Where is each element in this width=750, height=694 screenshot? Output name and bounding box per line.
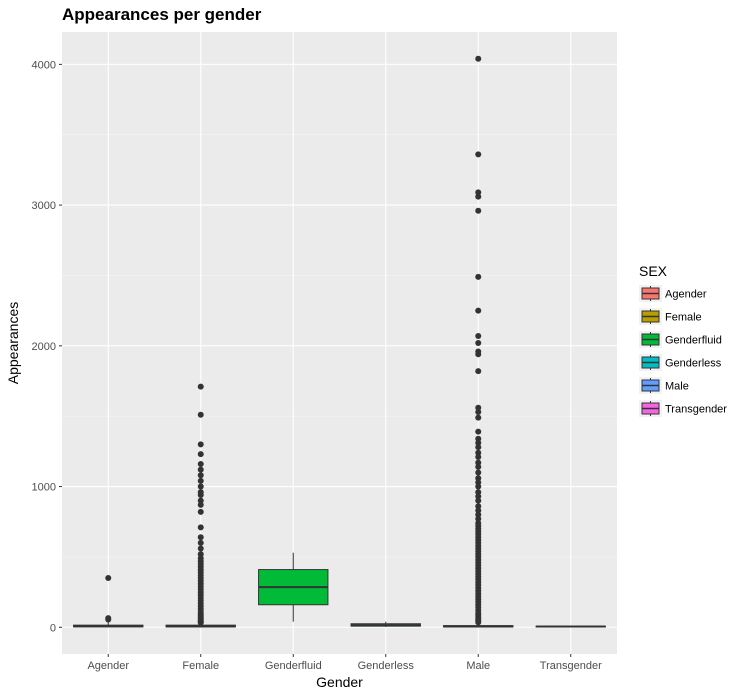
- outlier-point: [475, 489, 482, 496]
- box-genderfluid: [258, 552, 329, 622]
- outlier-point: [475, 483, 482, 490]
- outlier-point: [197, 545, 204, 552]
- x-tick-label: Genderfluid: [265, 660, 322, 672]
- outlier-point: [197, 501, 204, 508]
- y-axis: 0 1000 2000 3000 4000: [32, 59, 62, 634]
- outlier-point: [197, 451, 204, 458]
- outlier-point: [197, 524, 204, 531]
- y-tick-label: 0: [50, 622, 56, 634]
- outlier-point: [475, 503, 482, 510]
- outlier-point: [475, 439, 482, 446]
- outlier-point: [475, 515, 482, 522]
- outlier-point: [475, 463, 482, 470]
- outlier-point: [475, 493, 482, 500]
- outlier-point: [475, 435, 482, 442]
- outlier-point: [475, 619, 482, 626]
- outlier-point: [197, 477, 204, 484]
- outlier-point: [197, 539, 204, 546]
- outlier-point: [197, 383, 204, 390]
- outlier-point: [475, 273, 482, 280]
- legend-item-male: Male: [639, 377, 689, 394]
- outlier-point: [197, 619, 204, 626]
- box-transgender: [535, 625, 606, 628]
- outlier-point: [197, 441, 204, 448]
- chart-title: Appearances per gender: [62, 5, 262, 24]
- plot-panel: [62, 32, 617, 654]
- outlier-point: [475, 507, 482, 514]
- outlier-point: [475, 479, 482, 486]
- legend-item-female: Female: [639, 308, 702, 325]
- outlier-point: [475, 55, 482, 62]
- y-tick-label: 3000: [32, 200, 56, 212]
- outlier-point: [475, 469, 482, 476]
- outlier-point: [475, 307, 482, 314]
- x-axis-title: Gender: [316, 674, 363, 690]
- outlier-point: [197, 497, 204, 504]
- legend-item-transgender: Transgender: [639, 400, 727, 417]
- y-tick-label: 2000: [32, 341, 56, 353]
- outlier-point: [475, 368, 482, 375]
- y-tick-label: 1000: [32, 482, 56, 494]
- y-tick-label: 4000: [32, 59, 56, 71]
- outlier-point: [475, 414, 482, 421]
- legend-item-genderfluid: Genderfluid: [639, 331, 722, 348]
- outlier-point: [475, 193, 482, 200]
- outlier-point: [197, 461, 204, 468]
- x-tick-label: Agender: [87, 660, 129, 672]
- x-axis: Agender Female Genderfluid Genderless Male Tr…: [87, 654, 602, 672]
- outlier-point: [475, 459, 482, 466]
- x-tick-label: Male: [466, 660, 490, 672]
- outlier-point: [105, 616, 112, 623]
- box-series: [73, 55, 606, 628]
- outlier-point: [475, 449, 482, 456]
- legend-label: Genderless: [665, 358, 722, 370]
- outlier-point: [105, 575, 112, 582]
- outlier-point: [475, 408, 482, 415]
- outlier-point: [475, 444, 482, 451]
- outlier-point: [475, 497, 482, 504]
- legend-title: SEX: [639, 263, 668, 279]
- outlier-point: [475, 453, 482, 460]
- legend-item-genderless: Genderless: [639, 354, 722, 371]
- outlier-point: [197, 534, 204, 541]
- legend-label: Transgender: [665, 404, 727, 416]
- x-tick-label: Female: [182, 660, 219, 672]
- legend-label: Male: [665, 381, 689, 393]
- outlier-point: [475, 404, 482, 411]
- outlier-point: [475, 475, 482, 482]
- outlier-point: [197, 472, 204, 479]
- outlier-point: [197, 508, 204, 515]
- y-axis-title: Appearances: [5, 302, 21, 385]
- outlier-point: [475, 332, 482, 339]
- outlier-point: [197, 483, 204, 490]
- legend-label: Genderfluid: [665, 335, 722, 347]
- outlier-point: [475, 189, 482, 196]
- outlier-point: [475, 151, 482, 158]
- legend-item-agender: Agender: [639, 285, 707, 302]
- x-tick-label: Transgender: [540, 660, 602, 672]
- legend-label: Agender: [665, 289, 707, 301]
- legend: SEX Agender Female Genderfluid Genderless Ma…: [639, 263, 727, 417]
- outlier-point: [197, 491, 204, 498]
- outlier-point: [197, 466, 204, 473]
- box-agender: [73, 575, 144, 628]
- outlier-point: [475, 340, 482, 346]
- legend-label: Female: [665, 312, 702, 324]
- box-female: [165, 383, 236, 628]
- box-genderless: [350, 621, 421, 627]
- outlier-point: [197, 411, 204, 418]
- outlier-point: [475, 207, 482, 214]
- x-tick-label: Genderless: [358, 660, 415, 672]
- outlier-point: [475, 428, 482, 435]
- outlier-point: [197, 551, 204, 558]
- outlier-point: [475, 351, 482, 358]
- box-male: [443, 55, 514, 628]
- outlier-point: [475, 511, 482, 518]
